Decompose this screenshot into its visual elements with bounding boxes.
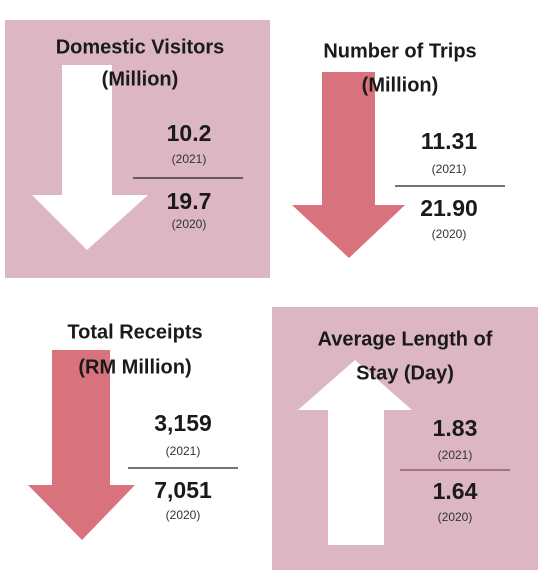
- down-arrow: [32, 65, 148, 250]
- panel-box: [5, 20, 270, 278]
- panel-title: (Million): [102, 68, 179, 90]
- current-year: (2021): [432, 162, 467, 176]
- panel-box: [272, 307, 538, 570]
- previous-value: 21.90: [420, 195, 478, 221]
- up-arrow: [298, 360, 412, 545]
- previous-year: (2020): [432, 227, 467, 241]
- panel-title: Stay (Day): [356, 362, 454, 384]
- down-arrow: [292, 72, 405, 258]
- panel-title: Domestic Visitors: [56, 36, 225, 58]
- previous-value: 19.7: [167, 188, 212, 214]
- previous-year: (2020): [438, 510, 473, 524]
- current-year: (2021): [166, 444, 201, 458]
- current-value: 3,159: [154, 410, 212, 436]
- panel-title: Total Receipts: [67, 321, 202, 343]
- panel-title: (RM Million): [78, 356, 191, 378]
- previous-value: 1.64: [433, 478, 478, 504]
- current-year: (2021): [172, 152, 207, 166]
- panel-title: (Million): [362, 74, 439, 96]
- previous-year: (2020): [166, 508, 201, 522]
- current-value: 1.83: [433, 415, 478, 441]
- current-value: 11.31: [421, 128, 477, 154]
- down-arrow: [28, 350, 135, 540]
- panel-title: Number of Trips: [323, 40, 476, 62]
- previous-value: 7,051: [154, 477, 212, 503]
- current-value: 10.2: [167, 120, 212, 146]
- current-year: (2021): [438, 448, 473, 462]
- previous-year: (2020): [172, 217, 207, 231]
- panel-title: Average Length of: [318, 328, 493, 350]
